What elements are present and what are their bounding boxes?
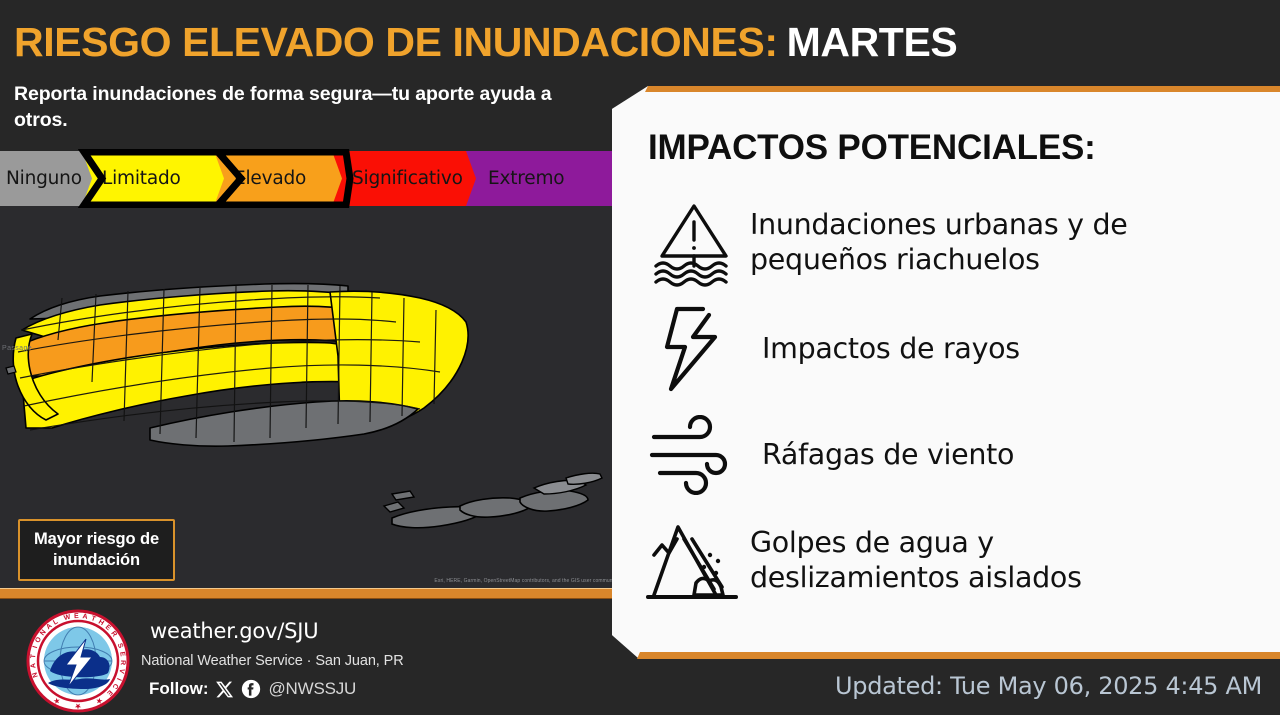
risk-map[interactable]: Passage Esri, HERE, Garmin, OpenStreetMa…	[0, 206, 626, 588]
svg-text:I: I	[115, 677, 122, 682]
impact-item-lightning: Impactos de rayos	[638, 300, 1266, 398]
impact-line-2: pequeños riachuelos	[750, 243, 1040, 276]
flood-warning-icon	[638, 198, 750, 288]
svg-text:V: V	[117, 668, 125, 674]
svg-text:E: E	[74, 613, 79, 620]
footer-social-handle[interactable]: @NWSSJU	[268, 679, 357, 698]
impact-item-flooding: Inundaciones urbanas y de pequeños riach…	[638, 194, 1266, 292]
legend-line-1: Mayor riesgo de	[34, 530, 160, 548]
svg-text:T: T	[30, 653, 37, 659]
subheadline-text: Reporta inundaciones de forma segura—tu …	[14, 83, 552, 131]
svg-text:E: E	[105, 688, 113, 696]
page-title: RIESGO ELEVADO DE INUNDACIONES: MARTES	[14, 19, 1174, 65]
headline-day-text: MARTES	[786, 19, 958, 65]
svg-text:E: E	[104, 624, 112, 633]
wind-gust-icon	[638, 415, 750, 495]
svg-text:R: R	[109, 630, 118, 638]
impact-line-1: Impactos de rayos	[762, 331, 1020, 365]
svg-text:N: N	[32, 671, 40, 678]
svg-text:T: T	[90, 615, 97, 623]
footer-bar: N A T I O N A L W E A T H E R S E	[0, 599, 626, 715]
risk-level-ninguno: Ninguno	[0, 151, 94, 206]
svg-text:R: R	[119, 660, 126, 665]
lightning-bolt-icon	[638, 303, 750, 395]
footer-office-name: National Weather Service · San Juan, PR	[141, 653, 404, 669]
risk-level-label: Significativo	[352, 168, 463, 189]
footer-follow-row: Follow: @NWSSJU	[149, 679, 356, 699]
impact-item-wind: Ráfagas de viento	[638, 406, 1266, 504]
map-footer-divider	[0, 588, 626, 599]
risk-level-significativo: Significativo	[332, 151, 480, 206]
impact-line-2: deslizamientos aislados	[750, 561, 1082, 594]
svg-text:E: E	[118, 651, 126, 657]
legend-line-2: inundación	[53, 550, 141, 569]
risk-level-label: Extremo	[488, 168, 565, 189]
landslide-icon	[638, 517, 750, 605]
impact-line-1: Ráfagas de viento	[762, 437, 1015, 471]
svg-text:A: A	[30, 663, 37, 669]
facebook-icon[interactable]	[241, 679, 261, 699]
risk-level-label: Ninguno	[6, 168, 82, 189]
follow-label: Follow:	[149, 679, 209, 698]
risk-level-label: Elevado	[234, 168, 307, 189]
svg-text:★: ★	[52, 695, 62, 705]
risk-level-extremo: Extremo	[466, 151, 626, 206]
impacts-list: Inundaciones urbanas y de pequeños riach…	[638, 194, 1266, 618]
impact-text-lightning: Impactos de rayos	[750, 332, 1266, 367]
impacts-panel-title: IMPACTOS POTENCIALES:	[648, 128, 1096, 167]
svg-text:S: S	[116, 642, 124, 649]
svg-text:A: A	[45, 623, 53, 632]
impact-text-flooding: Inundaciones urbanas y de pequeños riach…	[750, 208, 1266, 278]
svg-text:N: N	[39, 629, 48, 637]
panel-top-accent-bar	[645, 86, 1280, 92]
risk-scale-bar: Ninguno Limitado Elevado Significativo E…	[0, 151, 626, 206]
impact-text-landslide: Golpes de agua y deslizamientos aislados	[750, 526, 1266, 596]
map-legend-callout: Mayor riesgo de inundación	[18, 519, 176, 582]
map-passage-label: Passage	[2, 345, 33, 352]
impact-line-1: Inundaciones urbanas y de	[750, 208, 1128, 242]
svg-text:H: H	[97, 619, 105, 628]
map-attribution: Esri, HERE, Garmin, OpenStreetMap contri…	[434, 578, 618, 584]
svg-text:O: O	[34, 636, 43, 645]
svg-text:★: ★	[74, 702, 81, 710]
updated-timestamp: Updated: Tue May 06, 2025 4:45 AM	[835, 672, 1262, 700]
risk-level-label: Limitado	[102, 168, 181, 189]
svg-text:C: C	[111, 682, 120, 690]
panel-bottom-accent-bar	[637, 652, 1280, 659]
impact-line-1: Golpes de agua y	[750, 526, 994, 560]
risk-level-limitado: Limitado	[82, 151, 228, 206]
svg-text:I: I	[32, 645, 39, 649]
impacts-panel: IMPACTOS POTENCIALES: Inundac	[612, 86, 1280, 658]
impact-item-landslide: Golpes de agua y deslizamientos aislados	[638, 512, 1266, 610]
risk-level-elevado: Elevado	[214, 151, 346, 206]
svg-text:★: ★	[94, 696, 104, 706]
footer-website-url[interactable]: weather.gov/SJU	[150, 619, 319, 643]
nws-seal-logo: N A T I O N A L W E A T H E R S E	[26, 609, 130, 713]
svg-text:A: A	[82, 613, 88, 621]
map-graphic	[0, 206, 626, 588]
svg-text:W: W	[63, 614, 71, 622]
x-twitter-icon[interactable]	[215, 680, 234, 699]
impact-text-wind: Ráfagas de viento	[750, 438, 1266, 473]
headline-main-text: RIESGO ELEVADO DE INUNDACIONES:	[14, 19, 778, 65]
svg-text:L: L	[52, 618, 60, 627]
